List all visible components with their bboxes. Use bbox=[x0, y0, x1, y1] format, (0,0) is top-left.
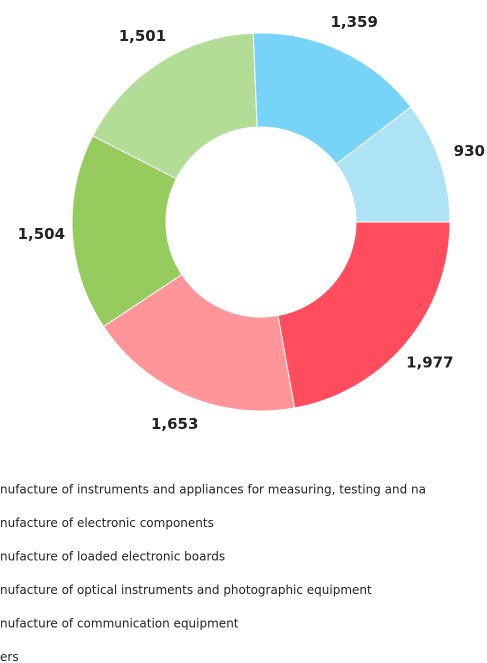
value-label: 930 bbox=[454, 142, 485, 160]
slice bbox=[335, 106, 451, 223]
legend-label: ers bbox=[0, 650, 19, 663]
value-label: 1,359 bbox=[330, 13, 377, 31]
slice bbox=[102, 273, 296, 412]
legend-label: nufacture of instruments and appliances … bbox=[0, 483, 426, 497]
value-label: 1,501 bbox=[119, 27, 166, 45]
slice bbox=[92, 32, 258, 180]
legend-label: nufacture of loaded electronic boards bbox=[0, 550, 225, 564]
legend-label: nufacture of optical instruments and pho… bbox=[0, 583, 372, 597]
value-label: 1,504 bbox=[18, 225, 65, 243]
value-label: 1,653 bbox=[151, 415, 198, 433]
legend-label: nufacture of communication equipment bbox=[0, 617, 239, 631]
legend-label: nufacture of electronic components bbox=[0, 516, 214, 530]
slice bbox=[277, 221, 451, 409]
slice bbox=[71, 135, 183, 328]
value-label: 1,977 bbox=[406, 354, 453, 372]
